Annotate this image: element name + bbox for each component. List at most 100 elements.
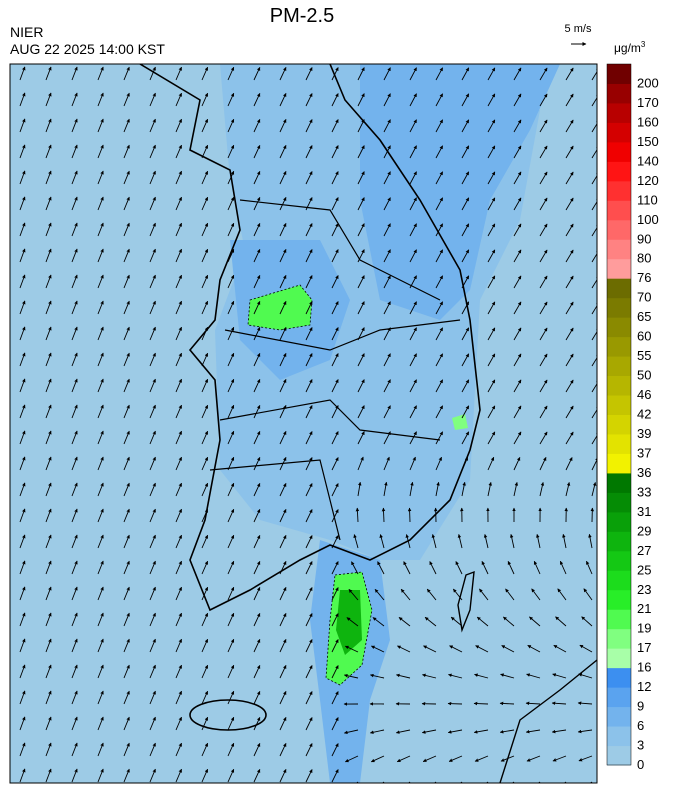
wind-arrow xyxy=(551,701,567,706)
wind-arrow xyxy=(279,145,287,159)
wind-arrow xyxy=(479,588,489,601)
wind-arrow xyxy=(357,119,365,133)
wind-arrow xyxy=(71,638,78,653)
wind-arrow xyxy=(227,196,235,211)
wind-arrow xyxy=(71,144,78,159)
wind-arrow xyxy=(487,327,496,341)
wind-arrow xyxy=(201,690,209,705)
wind-arrow xyxy=(435,171,444,185)
wind-arrow xyxy=(331,639,339,653)
wind-arrow xyxy=(422,673,437,679)
wind-arrow xyxy=(487,353,496,367)
wind-arrow xyxy=(71,690,78,705)
wind-arrow xyxy=(19,66,26,81)
wind-arrow xyxy=(357,456,364,471)
wind-arrow xyxy=(45,768,52,783)
wind-arrow xyxy=(435,353,444,367)
wind-arrow xyxy=(97,612,104,627)
wind-arrow xyxy=(97,196,104,211)
colorbar-bin xyxy=(607,414,631,435)
wind-arrow xyxy=(123,196,130,211)
wind-arrow xyxy=(395,729,411,734)
wind-arrow xyxy=(461,405,470,419)
colorbar-bin xyxy=(607,141,631,162)
wind-arrow xyxy=(71,560,78,575)
wind-arrow xyxy=(424,616,437,627)
wind-arrow xyxy=(435,119,444,133)
wind-arrow xyxy=(279,483,287,497)
wind-arrow xyxy=(331,93,339,107)
wind-arrow xyxy=(227,768,235,783)
wind-arrow xyxy=(487,405,496,419)
timestamp: AUG 22 2025 14:00 KST xyxy=(10,41,165,57)
wind-arrow xyxy=(529,616,541,627)
wind-arrow xyxy=(45,664,52,679)
wind-arrow xyxy=(227,118,235,133)
wind-arrow xyxy=(357,327,365,341)
wind-arrow xyxy=(305,197,313,211)
wind-arrow xyxy=(555,616,567,627)
wind-arrow xyxy=(123,586,130,601)
wind-arrow xyxy=(19,690,26,705)
unit-power: 3 xyxy=(641,40,646,49)
wind-arrow xyxy=(279,353,287,367)
wind-arrow xyxy=(45,508,52,523)
wind-arrow xyxy=(19,92,26,107)
wind-arrow xyxy=(175,612,182,627)
wind-arrow xyxy=(383,249,391,263)
wind-arrow xyxy=(123,716,130,731)
wind-arrow xyxy=(253,118,261,133)
tsushima-island xyxy=(457,570,475,633)
wind-arrow xyxy=(591,353,597,367)
wind-arrow xyxy=(487,119,496,133)
wind-arrow xyxy=(175,690,182,705)
wind-arrow xyxy=(279,405,287,419)
wind-arrow xyxy=(227,404,235,419)
wind-arrow xyxy=(409,481,414,497)
wind-arrow xyxy=(71,508,78,523)
wind-arrow xyxy=(513,223,522,237)
wind-arrow xyxy=(45,742,52,757)
wind-arrow xyxy=(565,197,574,211)
wind-arrow xyxy=(409,301,417,315)
coastline xyxy=(139,64,481,612)
wind-arrow xyxy=(409,67,417,81)
wind-arrow xyxy=(97,742,104,757)
wind-arrow xyxy=(581,616,593,627)
wind-arrow xyxy=(253,768,261,783)
wind-arrow xyxy=(201,586,209,601)
wind-arrow xyxy=(403,561,411,575)
wind-arrow xyxy=(533,560,541,575)
wind-arrow xyxy=(383,197,391,211)
wind-arrow xyxy=(461,223,470,237)
wind-arrow xyxy=(577,701,593,705)
wind-arrow xyxy=(372,617,385,627)
wind-arrow xyxy=(305,431,313,445)
wind-arrow xyxy=(253,742,261,757)
wind-arrow xyxy=(19,612,26,627)
colorbar-label: 21 xyxy=(637,601,651,616)
wind-arrow xyxy=(435,197,444,211)
wind-arrow xyxy=(487,249,496,263)
wind-arrow xyxy=(487,481,492,497)
wind-arrow xyxy=(591,327,597,341)
colorbar-bin xyxy=(607,726,631,747)
wind-arrow xyxy=(279,639,287,653)
wind-arrow xyxy=(175,170,182,185)
wind-arrow xyxy=(175,742,182,757)
wind-arrow xyxy=(565,67,574,81)
wind-arrow xyxy=(383,171,391,185)
wind-arrow xyxy=(591,301,597,315)
wind-arrow xyxy=(149,352,156,367)
wind-arrow xyxy=(71,66,78,81)
wind-arrow xyxy=(539,197,548,211)
wind-arrow xyxy=(426,588,437,601)
wind-arrow xyxy=(421,729,437,734)
wind-arrow xyxy=(513,249,522,263)
wind-arrow xyxy=(175,430,182,445)
wind-arrow xyxy=(123,274,130,289)
wind-arrow xyxy=(45,196,52,211)
wind-arrow xyxy=(473,729,489,734)
wind-arrow xyxy=(149,664,156,679)
wind-arrow xyxy=(71,196,78,211)
